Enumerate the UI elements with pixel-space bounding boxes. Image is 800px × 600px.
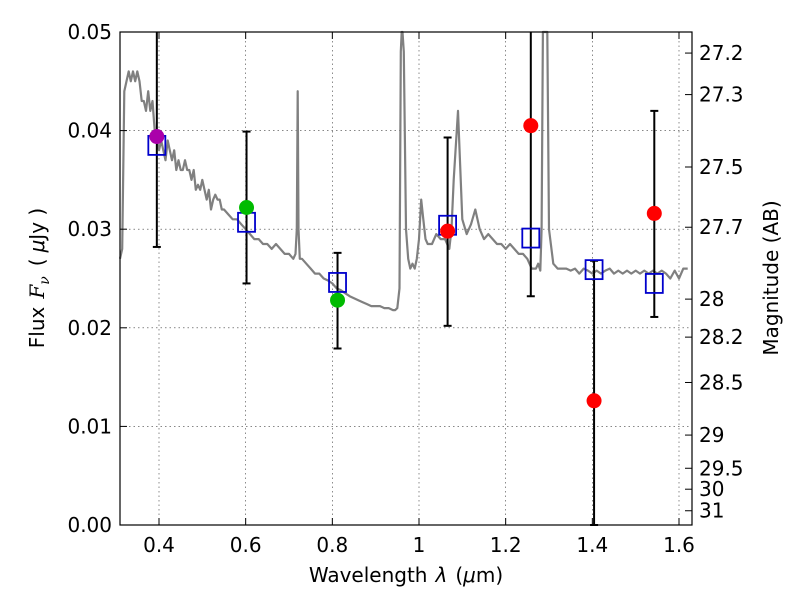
observed-point — [239, 200, 255, 216]
y-tick-label: 0.00 — [67, 513, 112, 537]
model-point-square — [328, 272, 347, 293]
spectrum-layer — [118, 30, 688, 312]
x-tick-label: 1 — [413, 533, 426, 557]
observed-point — [330, 292, 346, 308]
x-tick-label: 1.4 — [576, 533, 608, 557]
magnitude-tick-label: 28.2 — [699, 325, 744, 349]
x-tick-label: 0.8 — [316, 533, 348, 557]
model-point-square — [644, 273, 664, 294]
magnitude-axis-title: Magnitude (AB) — [759, 200, 783, 355]
magnitude-tick-label: 29.5 — [699, 456, 744, 480]
observed-point — [523, 118, 539, 134]
magnitude-tick-label: 28.5 — [699, 370, 744, 394]
model-point-square — [584, 259, 604, 281]
grid — [120, 31, 692, 526]
observed-point — [646, 205, 662, 221]
observed-point — [586, 393, 602, 409]
magnitude-tick-label: 31 — [699, 499, 724, 523]
magnitude-tick-label: 27.5 — [699, 155, 744, 179]
magnitude-tick-label: 27.2 — [699, 41, 744, 65]
magnitude-tick-label: 29 — [699, 423, 724, 447]
y-tick-label: 0.05 — [67, 20, 112, 44]
x-axis-ticks: 0.4 0.6 0.8 1 1.2 1.4 1.6 — [143, 32, 695, 557]
magnitude-tick-label: 27.7 — [699, 215, 744, 239]
y-tick-label: 0.03 — [67, 217, 112, 241]
model-point-square — [521, 227, 541, 249]
observed-point — [149, 129, 165, 145]
x-tick-label: 1.6 — [663, 533, 695, 557]
x-tick-label: 1.2 — [490, 533, 522, 557]
spectrum-line — [118, 30, 688, 312]
y-tick-label: 0.01 — [67, 414, 112, 438]
y-axis-ticks: 0.00 0.01 0.02 0.03 0.04 0.05 — [67, 20, 127, 537]
y-tick-label: 0.04 — [67, 119, 112, 143]
x-axis-title: Wavelength λ (μm) — [309, 563, 503, 587]
y-axis-title: FluxFν(μJy ) — [25, 208, 53, 348]
plot-frame — [119, 31, 693, 526]
x-tick-label: 0.4 — [143, 533, 175, 557]
observed-point — [440, 223, 456, 239]
magnitude-tick-label: 30 — [699, 477, 724, 501]
magnitude-tick-label: 28 — [699, 287, 724, 311]
x-tick-label: 0.6 — [230, 533, 262, 557]
y-tick-label: 0.02 — [67, 316, 112, 340]
magnitude-tick-label: 27.3 — [699, 83, 744, 107]
observed-points-layer — [149, 118, 662, 409]
